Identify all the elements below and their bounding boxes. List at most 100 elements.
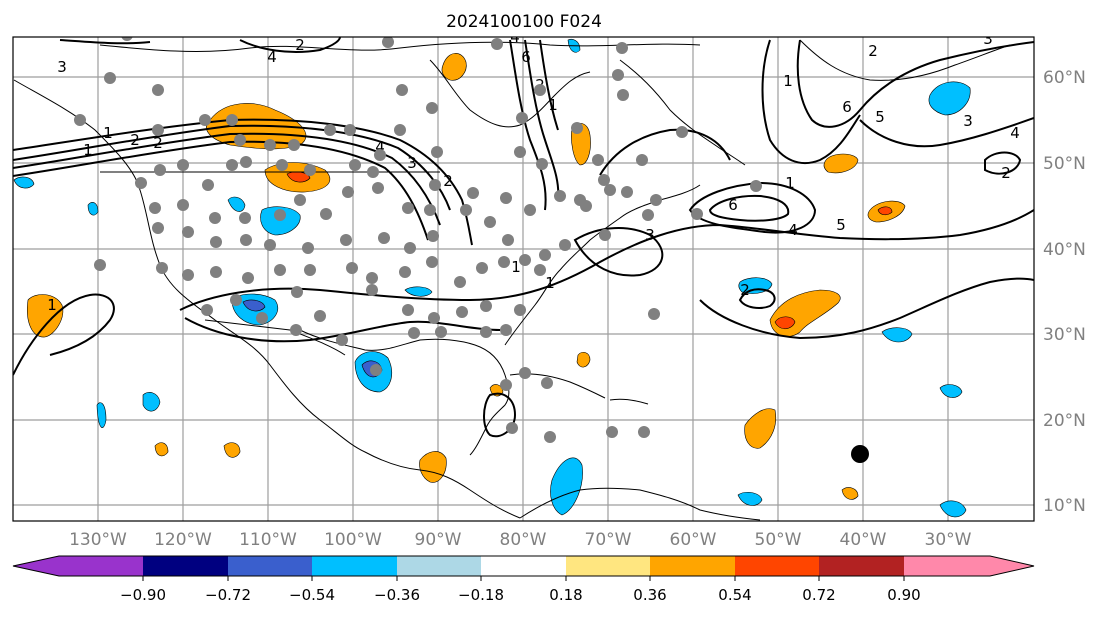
longitude-label: 90°W [415, 530, 462, 550]
contour-label: 1 [83, 141, 93, 159]
station-dot [366, 284, 378, 296]
latitude-label: 50°N [1043, 154, 1086, 174]
station-dot [382, 37, 394, 48]
contour-label: 2 [1001, 164, 1011, 182]
station-dot [427, 230, 439, 242]
station-dot [612, 69, 624, 81]
station-dot [480, 300, 492, 312]
cool-anomaly-blob [939, 500, 967, 518]
warm-anomaly-blob [441, 53, 467, 81]
contour-line [984, 151, 1022, 175]
station-dot [598, 174, 610, 186]
station-dot [498, 256, 510, 268]
colorbar-segment [228, 556, 312, 576]
station-dot [210, 236, 222, 248]
station-dot [264, 239, 276, 251]
colorbar-extend-low [13, 556, 59, 576]
colorbar-segment [650, 556, 735, 576]
cool-anomaly-blob [13, 176, 35, 189]
station-dot [617, 89, 629, 101]
station-dot [431, 146, 443, 158]
colorbar-segment [566, 556, 650, 576]
longitude-labels: 130°W 120°W 110°W 100°W 90°W 80°W 70°W 60°W 50°W… [69, 530, 972, 550]
contour-line [179, 209, 1034, 311]
station-dot [554, 190, 566, 202]
cool-anomaly-blob [737, 491, 763, 506]
colorbar-tick-label: −0.54 [289, 586, 335, 604]
station-dot [366, 272, 378, 284]
hispaniola-outline [609, 398, 649, 405]
contour-label: 5 [836, 216, 846, 234]
station-dot [74, 114, 86, 126]
station-dot [320, 208, 332, 220]
longitude-label: 50°W [755, 530, 802, 550]
station-dot [750, 180, 762, 192]
station-dot [149, 202, 161, 214]
station-dot [426, 102, 438, 114]
longitude-label: 100°W [324, 530, 382, 550]
station-dot [177, 199, 189, 211]
contour-labels: 1234561234561234621234211234211 [47, 36, 1020, 314]
arctic-coast [99, 41, 701, 52]
contour-label: 2 [295, 36, 305, 54]
colorbar [12, 555, 1035, 577]
contour-line [509, 39, 547, 211]
station-dot [426, 256, 438, 268]
contour-line [859, 117, 1034, 148]
contour-label: 4 [267, 48, 277, 66]
cool-anomaly-blob [87, 202, 99, 216]
station-dot [342, 186, 354, 198]
cool-anomaly-blob [550, 457, 583, 516]
station-dot [367, 166, 379, 178]
contour-label: 3 [57, 58, 67, 76]
station-dot [135, 177, 147, 189]
warm-anomaly-blob [27, 294, 64, 338]
station-dot [544, 431, 556, 443]
station-dot [500, 379, 512, 391]
colorbar-tick-label: −0.90 [120, 586, 166, 604]
station-dot [324, 124, 336, 136]
colorbar-tick-label: −0.36 [374, 586, 420, 604]
station-dot [152, 222, 164, 234]
station-markers [74, 37, 762, 443]
station-dot [314, 310, 326, 322]
station-dot [210, 266, 222, 278]
station-dot [435, 326, 447, 338]
station-dot [514, 146, 526, 158]
cool-anomaly-blob [227, 196, 246, 212]
station-dot [454, 276, 466, 288]
station-dot [408, 327, 420, 339]
station-dot [394, 124, 406, 136]
colorbar-tick-label: −0.72 [205, 586, 251, 604]
greenland-coast [799, 39, 1011, 81]
station-dot [559, 239, 571, 251]
station-dot [484, 216, 496, 228]
longitude-label: 30°W [925, 530, 972, 550]
station-dot [240, 234, 252, 246]
colorbar-tick-label: 0.36 [633, 586, 666, 604]
colorbar-segment [397, 556, 481, 576]
station-dot [514, 304, 526, 316]
contour-line [796, 39, 1034, 128]
labrador-coast [619, 59, 746, 166]
station-dot [378, 232, 390, 244]
station-dot [372, 182, 384, 194]
station-dot [276, 159, 288, 171]
station-dot [516, 112, 528, 124]
longitude-label: 130°W [69, 530, 127, 550]
longitude-label: 70°W [585, 530, 632, 550]
station-dot [156, 262, 168, 274]
contour-label: 4 [788, 221, 798, 239]
station-dot [534, 264, 546, 276]
station-dot [152, 84, 164, 96]
station-dot [402, 202, 414, 214]
contour-line [761, 39, 861, 165]
colorbar-segment [819, 556, 904, 576]
station-dot [429, 179, 441, 191]
contour-label: 1 [511, 258, 521, 276]
longitude-label: 60°W [670, 530, 717, 550]
station-dot [592, 154, 604, 166]
contour-label: 1 [103, 124, 113, 142]
latitude-label: 30°N [1043, 325, 1086, 345]
